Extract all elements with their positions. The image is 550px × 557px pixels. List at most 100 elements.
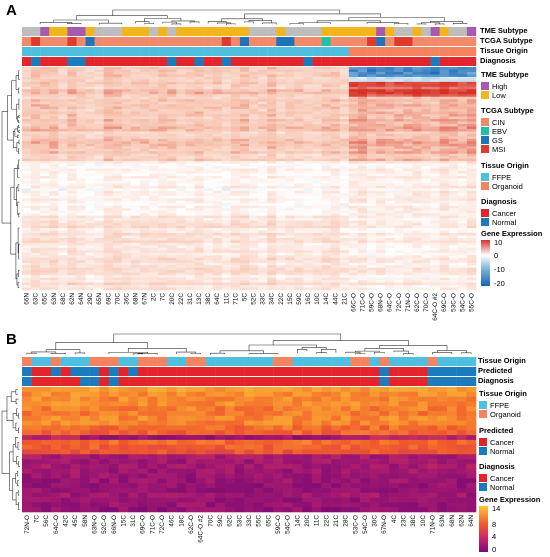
heatmap-cell — [85, 96, 95, 100]
heatmap-cell — [67, 123, 77, 127]
heatmap-cell — [321, 168, 332, 172]
heatmap-cell — [412, 190, 422, 194]
heatmap-cell — [40, 163, 50, 167]
heatmap-cell — [67, 260, 77, 264]
heatmap-cell — [212, 74, 223, 78]
heatmap-cell — [321, 183, 332, 187]
heatmap-cell — [85, 151, 95, 155]
heatmap-cell — [67, 161, 77, 164]
heatmap-cell — [239, 262, 250, 266]
heatmap-cell — [167, 71, 177, 75]
heatmap-cell — [239, 158, 250, 162]
heatmap-cell — [31, 89, 41, 93]
heatmap-cell — [167, 138, 177, 142]
heatmap-cell — [457, 146, 468, 150]
annotation-cell — [167, 47, 177, 56]
annotation-cell — [94, 47, 104, 56]
heatmap-cell — [58, 89, 68, 93]
column-label: 14C — [323, 293, 330, 305]
heatmap-cell — [167, 267, 177, 271]
heatmap-cell — [112, 203, 123, 207]
heatmap-cell — [103, 242, 114, 246]
heatmap-cell — [140, 71, 150, 75]
heatmap-cell — [167, 185, 177, 189]
heatmap-cell — [303, 86, 313, 90]
heatmap-cell — [421, 190, 431, 194]
heatmap-cell — [303, 198, 313, 202]
heatmap-cell — [267, 185, 277, 189]
dendrogram-branch — [98, 22, 123, 25]
heatmap-cell — [321, 282, 332, 286]
heatmap-cell — [367, 287, 377, 291]
heatmap-cell — [49, 260, 59, 264]
heatmap-cell — [285, 146, 295, 150]
heatmap-cell — [140, 223, 150, 226]
heatmap-cell — [348, 171, 359, 174]
heatmap-cell — [330, 178, 341, 182]
column-label: 20C — [169, 293, 176, 305]
heatmap-cell — [31, 267, 41, 271]
annotation-cell — [137, 367, 148, 376]
heatmap-cell — [49, 168, 59, 172]
heatmap-cell — [312, 119, 322, 122]
heatmap-cell — [412, 233, 422, 236]
heatmap-cell — [203, 176, 213, 179]
annotation-cell — [367, 37, 377, 46]
heatmap-cell — [85, 262, 95, 266]
heatmap-cell — [94, 74, 105, 78]
annotation-cell — [367, 47, 377, 56]
heatmap-cell — [258, 146, 268, 150]
heatmap-cell — [285, 250, 295, 254]
heatmap-cell — [58, 188, 68, 192]
heatmap-cell — [203, 203, 213, 207]
heatmap-cell — [85, 138, 95, 142]
heatmap-cell — [285, 67, 295, 70]
heatmap-cell — [276, 158, 286, 162]
dendrogram-branch — [17, 119, 20, 124]
heatmap-cell — [49, 146, 59, 150]
heatmap-cell — [330, 285, 341, 288]
heatmap-cell — [312, 257, 322, 261]
heatmap-cell — [412, 96, 422, 100]
heatmap-cell — [348, 76, 359, 80]
annotation-cell — [330, 27, 340, 36]
heatmap-cell — [221, 104, 232, 107]
heatmap-cell — [76, 260, 86, 264]
heatmap-cell — [149, 270, 159, 273]
heatmap-cell — [76, 176, 86, 179]
heatmap-cell — [321, 101, 332, 105]
heatmap-cell — [103, 131, 114, 135]
heatmap-cell — [194, 250, 204, 254]
heatmap-cell — [294, 205, 304, 209]
heatmap-cell — [103, 123, 114, 127]
heatmap-cell — [176, 119, 186, 122]
heatmap-cell — [140, 228, 150, 231]
heatmap-cell — [385, 91, 395, 95]
heatmap-cell — [321, 260, 332, 264]
heatmap-cell — [321, 106, 332, 110]
heatmap-cell — [357, 141, 368, 145]
dendrogram-branch — [13, 168, 18, 200]
column-label: 68C — [60, 293, 67, 305]
heatmap-cell — [258, 109, 268, 112]
heatmap-cell — [167, 94, 177, 98]
dendrogram-branch — [15, 389, 18, 395]
dendrogram-branch — [12, 413, 17, 429]
heatmap-cell — [367, 126, 377, 130]
heatmap-cell — [457, 242, 468, 246]
heatmap-cell — [167, 223, 177, 226]
heatmap-cell — [221, 176, 232, 179]
heatmap-cell — [285, 176, 295, 179]
heatmap-cell — [376, 257, 386, 261]
heatmap-cell — [176, 163, 186, 167]
heatmap-cell — [94, 151, 105, 155]
heatmap-cell — [294, 171, 304, 174]
heatmap-cell — [176, 106, 186, 110]
heatmap-cell — [439, 213, 450, 216]
heatmap-cell — [167, 91, 177, 95]
heatmap-cell — [312, 213, 322, 216]
legend-a-label-gs: GS — [492, 136, 503, 145]
heatmap-cell — [22, 168, 32, 172]
heatmap-cell — [466, 282, 477, 286]
heatmap-cell — [221, 151, 232, 155]
